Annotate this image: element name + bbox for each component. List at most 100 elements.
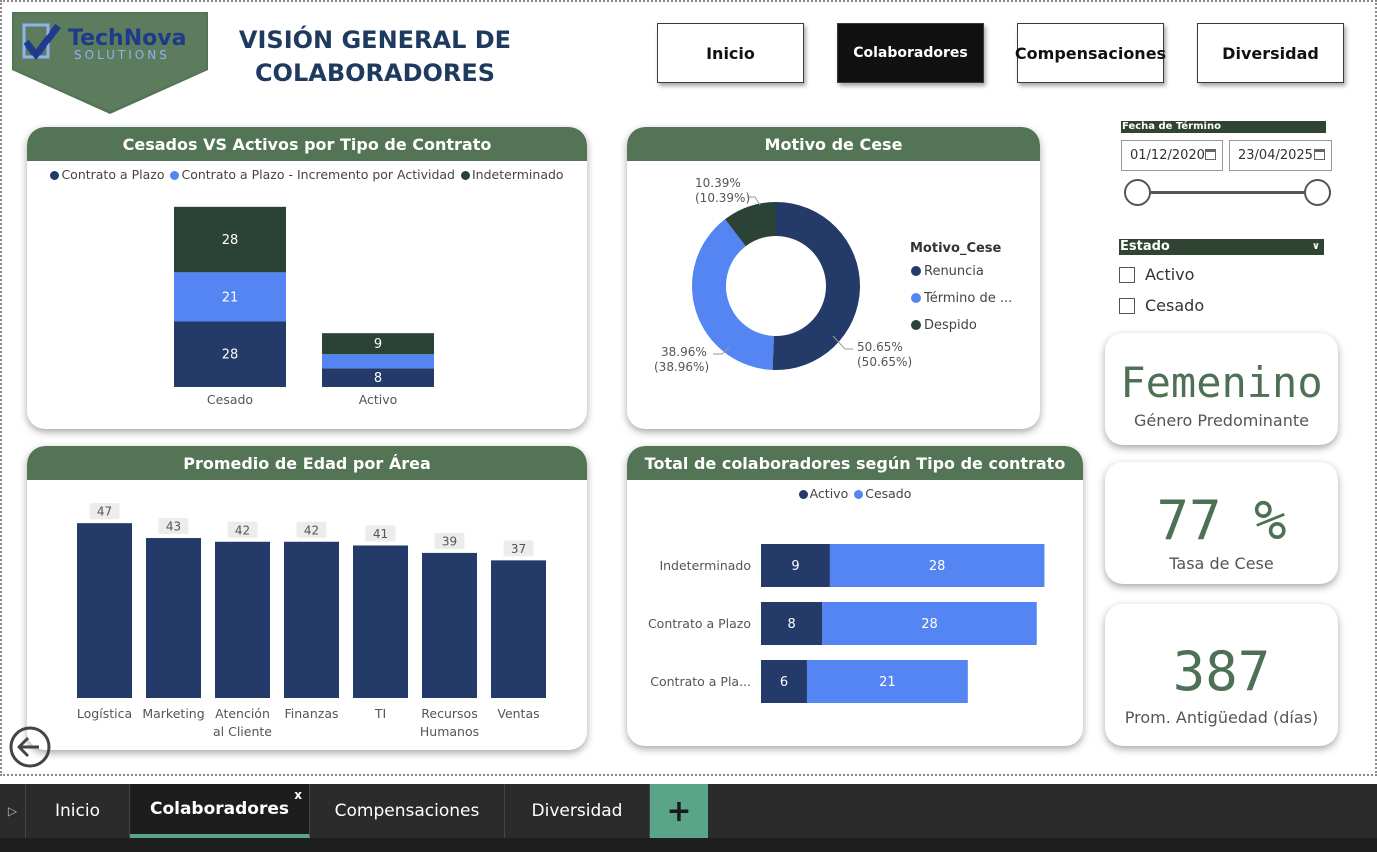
data-label-bg [89,503,120,520]
kpi-label: Tasa de Cese [1169,554,1274,573]
bar-segment [761,544,830,587]
data-label: 21 [879,675,896,690]
legend-item[interactable]: Indeterminado [461,167,564,182]
pane-toggle-icon[interactable]: ▷ [0,784,26,838]
nav-button-inicio[interactable]: Inicio [657,23,804,83]
data-label-renuncia: 50.65% [857,340,903,354]
page-title-line1: VISIÓN GENERAL DE [238,26,512,54]
date-start-input[interactable]: 01/12/2020 [1121,140,1223,171]
data-label-termino: 38.96% [661,345,707,359]
estado-option-activo[interactable]: Activo [1119,265,1194,284]
donut-slice [772,202,860,370]
legend-item[interactable]: Término de ... [911,291,1012,306]
bar-segment [829,544,1045,587]
legend-item[interactable]: Renuncia [911,264,984,279]
kpi-tasa-cese: 77 % Tasa de Cese [1105,462,1338,584]
bar-segment [822,602,1037,645]
stacked-column-chart: 28 21 28 Cesado 8 9 Activo [174,206,434,407]
data-label: 28 [929,559,946,574]
tab-inicio[interactable]: Inicio [26,784,130,838]
bar-segment [806,660,968,703]
data-label-bg [158,518,189,535]
check-logo-icon [22,23,61,60]
page-tab-bar: ▷ Inicio Colaboradores x Compensaciones … [0,784,1377,838]
x-tick-label: Recursos [421,706,477,721]
svg-text:Despido: Despido [924,318,977,333]
estado-option-cesado[interactable]: Cesado [1119,296,1204,315]
y-tick-label: Contrato a Pla... [650,674,751,689]
data-label: 9 [374,337,382,352]
back-arrow-icon[interactable] [8,725,52,769]
data-label-despido: 10.39% [695,176,741,190]
data-label-termino-pct: (38.96%) [654,360,709,374]
x-tick-label: al Cliente [213,724,272,739]
date-end-input[interactable]: 23/04/2025 [1229,140,1332,171]
data-label: 21 [222,290,239,305]
bar-segment [174,272,286,322]
calendar-icon[interactable] [1205,149,1216,160]
svg-text:Término de ...: Término de ... [923,291,1012,306]
data-label: 43 [166,520,181,534]
card-title: Motivo de Cese [627,127,1040,161]
bar-segment [322,368,434,387]
bar-segment [761,602,823,645]
data-label-renuncia-pct: (50.65%) [857,355,912,369]
fecha-slicer-title: Fecha de Término [1121,121,1326,133]
kpi-antiguedad: 387 Prom. Antigüedad (días) [1105,604,1338,746]
x-tick-label: TI [374,706,386,721]
bar-segment [174,321,286,387]
tab-compensaciones[interactable]: Compensaciones [310,784,505,838]
card-cesados-activos: Cesados VS Activos por Tipo de Contrato … [27,127,587,429]
page-title-line2: COLABORADORES [254,59,496,87]
x-tick-label: Logística [77,706,132,721]
column-chart: 47 Logística 43 Marketing 42 Atención al Clien… [77,503,546,739]
y-tick-label: Contrato a Plazo [648,616,751,631]
date-range-slider-track[interactable] [1137,191,1317,194]
calendar-icon[interactable] [1314,149,1325,160]
page-title: VISIÓN GENERAL DE COLABORADORES [230,24,520,90]
card-title: Promedio de Edad por Área [27,446,587,480]
legend-item[interactable]: Cesado [854,486,911,501]
donut-slice [692,219,774,370]
chevron-down-icon[interactable]: ∨ [1311,241,1320,252]
bar-segment [174,206,286,273]
y-tick-label: Indeterminado [659,558,751,573]
kpi-value: Femenino [1120,358,1323,407]
data-label: 28 [222,348,239,363]
nav-button-compensaciones[interactable]: Compensaciones [1015,23,1166,83]
bar [77,523,132,698]
legend-item[interactable]: Activo [798,486,848,501]
nav-button-colaboradores[interactable]: Colaboradores [837,23,984,83]
legend-item[interactable]: Despido [911,318,977,333]
data-label-bg [365,525,396,542]
data-label: 28 [222,233,239,248]
x-tick-label: Cesado [207,392,253,407]
legend-item[interactable]: Contrato a Plazo [50,167,164,182]
bar [215,541,270,698]
legend-item[interactable]: Contrato a Plazo - Incremento por Activi… [170,167,455,182]
x-tick-label: Finanzas [285,706,339,721]
data-label: 47 [97,505,112,519]
x-tick-label: Activo [359,392,398,407]
nav-button-diversidad[interactable]: Diversidad [1197,23,1344,83]
bar [146,538,201,698]
x-tick-label: Humanos [420,724,479,739]
tab-diversidad[interactable]: Diversidad [505,784,650,838]
data-label: 28 [921,617,938,632]
data-label-bg [503,540,534,557]
horizontal-bar-chart: Indeterminado 9 28 Contrato a Plazo 8 28 Contr… [648,544,1045,703]
data-label: 42 [235,523,250,537]
logo-subtitle: SOLUTIONS [74,48,170,62]
status-strip [0,838,1377,852]
card-promedio-edad: Promedio de Edad por Área 47 Logística 43 M… [27,446,587,750]
checkbox[interactable] [1119,297,1135,314]
tab-colaboradores[interactable]: Colaboradores x [130,784,310,838]
card-title: Cesados VS Activos por Tipo de Contrato [27,127,587,161]
technova-logo: TechNova SOLUTIONS [12,12,208,114]
data-label-bg [296,521,327,538]
date-slider-handle-end[interactable] [1304,179,1331,206]
add-page-icon[interactable]: + [650,784,708,838]
close-tab-icon[interactable]: x [294,788,302,802]
checkbox[interactable] [1119,266,1135,283]
date-slider-handle-start[interactable] [1124,179,1151,206]
